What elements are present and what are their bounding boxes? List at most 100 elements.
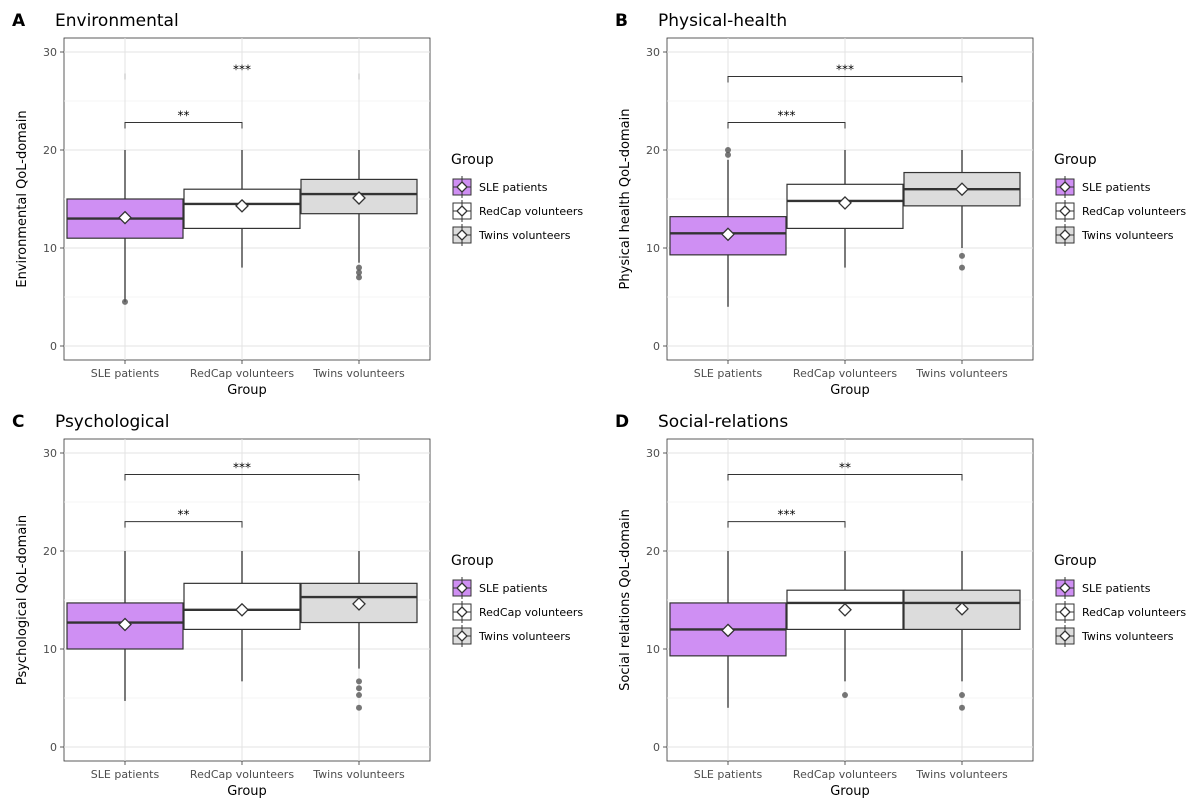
significance-bracket [727, 474, 963, 481]
legend-key-diamond [456, 582, 468, 594]
box-0 [669, 147, 787, 307]
significance-label: ** [839, 461, 851, 475]
mean-marker [721, 623, 735, 638]
box-0 [66, 150, 184, 305]
significance-bracket [124, 122, 243, 129]
y-tick-label: 30 [43, 46, 57, 59]
x-tick-label: SLE patients [694, 768, 763, 781]
mean-marker [838, 196, 852, 210]
significance-0: *** [727, 109, 846, 129]
x-axis-label: Group [830, 784, 870, 799]
outlier-point [356, 274, 362, 281]
mean-marker [352, 191, 366, 205]
legend: Group SLE patients RedCap volunteers Twins … [1054, 152, 1186, 246]
panel-d: 0 10 20 30 SLE patients RedCap volunteers Twin… [615, 412, 1186, 799]
legend-title: Group [451, 152, 494, 168]
legend-key-diamond [1059, 181, 1071, 193]
mean-marker [352, 597, 366, 611]
y-tick-label: 10 [43, 242, 57, 255]
x-axis-label: Group [227, 784, 267, 799]
legend-label: SLE patients [479, 181, 548, 194]
legend-label: Twins volunteers [1081, 229, 1174, 242]
legend-item: SLE patients [452, 176, 548, 198]
x-tick-label: Twins volunteers [915, 367, 1008, 380]
panel-letter: D [615, 412, 629, 432]
x-tick-label: RedCap volunteers [190, 367, 294, 380]
legend: Group SLE patients RedCap volunteers Twins … [451, 553, 583, 647]
significance-1: *** [727, 63, 963, 83]
x-axis-label: Group [830, 383, 870, 398]
significance-label: *** [233, 63, 251, 77]
legend-key-diamond [1059, 630, 1071, 642]
y-axis-label: Environmental QoL-domain [15, 110, 30, 287]
box-2 [300, 551, 418, 711]
mean-marker [118, 210, 132, 225]
significance-bracket [124, 521, 243, 528]
legend-label: Twins volunteers [478, 630, 571, 643]
legend-label: RedCap volunteers [1082, 606, 1186, 619]
legend-label: SLE patients [479, 582, 548, 595]
significance-bracket [727, 76, 963, 83]
significance-label: *** [233, 461, 251, 475]
outlier-point [122, 298, 128, 305]
y-tick-label: 10 [646, 643, 660, 656]
mean-marker [118, 617, 132, 632]
x-tick-label: Twins volunteers [915, 768, 1008, 781]
box-0 [66, 551, 184, 701]
legend-key-diamond [1059, 606, 1071, 618]
legend-item: Twins volunteers [452, 625, 571, 647]
outlier-point [356, 269, 362, 276]
x-tick-label: RedCap volunteers [793, 367, 897, 380]
panel-letter: A [12, 11, 26, 31]
y-tick-label: 10 [646, 242, 660, 255]
significance-0: ** [124, 508, 243, 528]
panel-letter: B [615, 11, 628, 31]
mean-marker [235, 198, 249, 213]
significance-0: *** [727, 508, 846, 528]
x-axis-label: Group [227, 383, 267, 398]
legend-label: RedCap volunteers [479, 606, 583, 619]
y-tick-label: 0 [50, 741, 57, 754]
mean-marker [721, 227, 735, 242]
box-1 [786, 150, 904, 268]
y-tick-label: 0 [653, 340, 660, 353]
legend-item: RedCap volunteers [1055, 601, 1186, 623]
legend-label: RedCap volunteers [1082, 205, 1186, 218]
x-tick-label: SLE patients [91, 768, 160, 781]
legend-key-diamond [456, 630, 468, 642]
significance-bracket [727, 122, 846, 129]
x-tick-label: Twins volunteers [312, 367, 405, 380]
legend-item: Twins volunteers [452, 224, 571, 246]
legend-item: SLE patients [452, 577, 548, 599]
legend-item: RedCap volunteers [452, 601, 583, 623]
panel-title: Environmental [55, 11, 179, 31]
y-tick-label: 0 [653, 741, 660, 754]
x-tick-label: SLE patients [91, 367, 160, 380]
legend-title: Group [1054, 553, 1097, 569]
legend-key-diamond [1059, 205, 1071, 217]
outlier-point [959, 252, 965, 259]
panel-a: 0 10 20 30 SLE patients RedCap volunteers Twin… [12, 11, 583, 398]
panel-title: Psychological [55, 412, 170, 432]
legend-label: SLE patients [1082, 181, 1151, 194]
mean-marker [838, 602, 852, 617]
legend-key-diamond [456, 606, 468, 618]
panel-b: 0 10 20 30 SLE patients RedCap volunteers Twin… [615, 11, 1186, 398]
outlier-point [959, 704, 965, 711]
x-tick-label: RedCap volunteers [793, 768, 897, 781]
legend-item: SLE patients [1055, 577, 1151, 599]
mean-marker [955, 182, 969, 197]
x-tick-label: SLE patients [694, 367, 763, 380]
outlier-point [356, 685, 362, 692]
box-2 [300, 150, 418, 281]
mean-marker [235, 602, 249, 617]
box-1 [786, 551, 904, 699]
x-tick-label: RedCap volunteers [190, 768, 294, 781]
y-tick-label: 30 [646, 46, 660, 59]
significance-label: *** [836, 63, 854, 77]
legend: Group SLE patients RedCap volunteers Twins … [1054, 553, 1186, 647]
outlier-point [959, 264, 965, 271]
outlier-point [356, 704, 362, 711]
legend-item: RedCap volunteers [1055, 200, 1186, 222]
